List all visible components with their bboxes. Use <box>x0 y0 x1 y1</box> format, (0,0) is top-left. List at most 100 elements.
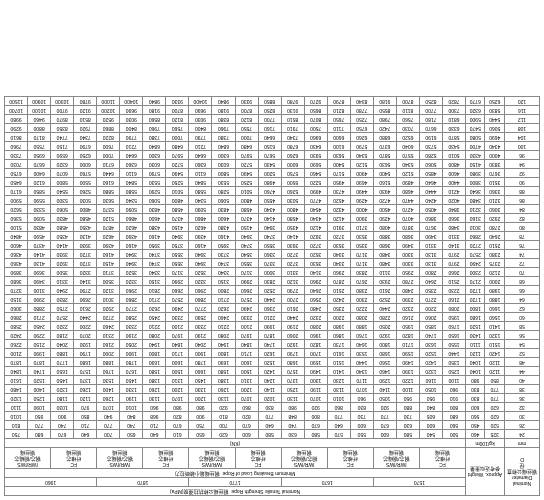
cell-value: 3730 <box>212 250 235 259</box>
cell-value: 5250 <box>235 178 258 187</box>
cell-diameter: 26 <box>505 421 540 430</box>
cell-value: 3310 <box>419 241 442 250</box>
cell-value: 1140 <box>258 385 281 394</box>
cell-value: 7160 <box>258 124 281 133</box>
cell-value: 2490 <box>235 304 258 313</box>
cell-value: 9130 <box>281 106 304 115</box>
cell-value: 3550 <box>166 250 189 259</box>
table-row: 5613201430165017401820192017601860196020… <box>5 331 540 340</box>
cell-value: 2940 <box>51 286 74 295</box>
cell-value: 7910 <box>281 124 304 133</box>
cell-value: 1880 <box>51 349 74 358</box>
cell-value: 3530 <box>304 259 327 268</box>
cell-value: 7210 <box>120 142 143 151</box>
cell-weight: 450 <box>466 421 486 430</box>
cell-value: 1110 <box>5 403 28 412</box>
cell-value: 2270 <box>419 295 442 304</box>
cell-weight: 5080 <box>466 133 486 142</box>
cell-value: 840 <box>419 403 442 412</box>
cell-value: 2180 <box>51 331 74 340</box>
table-row: 1085060547063306670703074206750711075007… <box>5 124 540 133</box>
cell-value: 5090 <box>120 205 143 214</box>
cell-value: 770 <box>97 421 120 430</box>
cell-value: 5630 <box>327 151 350 160</box>
cell-value: 8790 <box>327 97 350 106</box>
cell-value: 2190 <box>281 322 304 331</box>
cell-value: 4340 <box>304 214 327 223</box>
cell-value: 848 <box>281 412 304 421</box>
cell-value: 1050 <box>419 385 442 394</box>
cell-value: 3720 <box>281 250 304 259</box>
cell-weight: 520 <box>485 421 505 430</box>
cell-value: 7500 <box>304 124 327 133</box>
cell-value: 950 <box>419 394 442 403</box>
cell-value: 4120 <box>304 223 327 232</box>
cell-value: 1710 <box>166 349 189 358</box>
cell-value: 2920 <box>97 304 120 313</box>
cell-value: 2040 <box>51 340 74 349</box>
cell-value: 4800 <box>74 205 97 214</box>
cell-value: 5530 <box>212 178 235 187</box>
cell-value: 1090 <box>28 403 51 412</box>
cell-value: 670 <box>373 421 396 430</box>
cell-value: 4470 <box>396 196 419 205</box>
cell-value: 3490 <box>28 277 51 286</box>
cell-value: 6030 <box>212 160 235 169</box>
cell-weight: 770 <box>485 385 505 394</box>
cell-value: 1250 <box>28 394 51 403</box>
cell-value: 5620 <box>5 205 28 214</box>
cell-value: 10900 <box>28 97 51 106</box>
cell-value: 4140 <box>281 232 304 241</box>
table-row: 9035103800440046404890516046904950522055… <box>5 178 540 187</box>
cell-value: 7960 <box>143 124 166 133</box>
iwr-header: IWR/IWS钢芯/钢绳芯钢丝绳 <box>189 448 235 469</box>
cell-value: 2290 <box>28 331 51 340</box>
cell-value: 1520 <box>258 358 281 367</box>
cell-value: 850 <box>74 412 97 421</box>
cell-weight: 1980 <box>485 286 505 295</box>
cell-value: 2790 <box>281 286 304 295</box>
cell-value: 1930 <box>74 340 97 349</box>
cell-value: 5490 <box>235 169 258 178</box>
cell-value: 1680 <box>373 349 396 358</box>
cell-value: 5360 <box>5 214 28 223</box>
cell-value: 7650 <box>327 115 350 124</box>
cell-diameter: 60 <box>505 313 540 322</box>
cell-value: 1510 <box>327 358 350 367</box>
cell-value: 2610 <box>373 286 396 295</box>
cell-value: 3310 <box>281 268 304 277</box>
cell-value: 1260 <box>143 385 166 394</box>
fc-header: FC纤维芯钢丝绳 <box>327 448 373 469</box>
cell-value: 2880 <box>28 304 51 313</box>
cell-value: 6790 <box>74 142 97 151</box>
cell-weight: 830 <box>466 385 486 394</box>
cell-weight: 2920 <box>485 214 505 223</box>
cell-value: 3500 <box>97 277 120 286</box>
cell-value: 3130 <box>419 259 442 268</box>
cell-weight: 2170 <box>466 277 486 286</box>
cell-value: 9840 <box>143 97 166 106</box>
cell-value: 1900 <box>120 349 143 358</box>
cell-weight: 6250 <box>485 97 505 106</box>
cell-value: 3010 <box>97 295 120 304</box>
cell-value: 5430 <box>258 160 281 169</box>
cell-value: 2190 <box>120 331 143 340</box>
cell-value: 5200 <box>258 169 281 178</box>
cell-value: 4620 <box>120 223 143 232</box>
cell-value: 5760 <box>74 169 97 178</box>
cell-value: 2520 <box>373 295 396 304</box>
cell-value: 6250 <box>74 151 97 160</box>
cell-weight: 3640 <box>466 187 486 196</box>
cell-value: 2160 <box>97 340 120 349</box>
cell-value: 8510 <box>281 115 304 124</box>
cell-value: 4800 <box>281 205 304 214</box>
cell-value: 2360 <box>258 304 281 313</box>
cell-value: 2050 <box>373 322 396 331</box>
cell-value: 8700 <box>235 106 258 115</box>
table-row: 6015601680195020602160228020802200232024… <box>5 313 540 322</box>
cell-weight: 620 <box>485 403 505 412</box>
cell-weight: 600 <box>466 403 486 412</box>
cell-weight: 1720 <box>466 295 486 304</box>
cell-value: 6150 <box>258 142 281 151</box>
cell-weight: 2375 <box>485 259 505 268</box>
